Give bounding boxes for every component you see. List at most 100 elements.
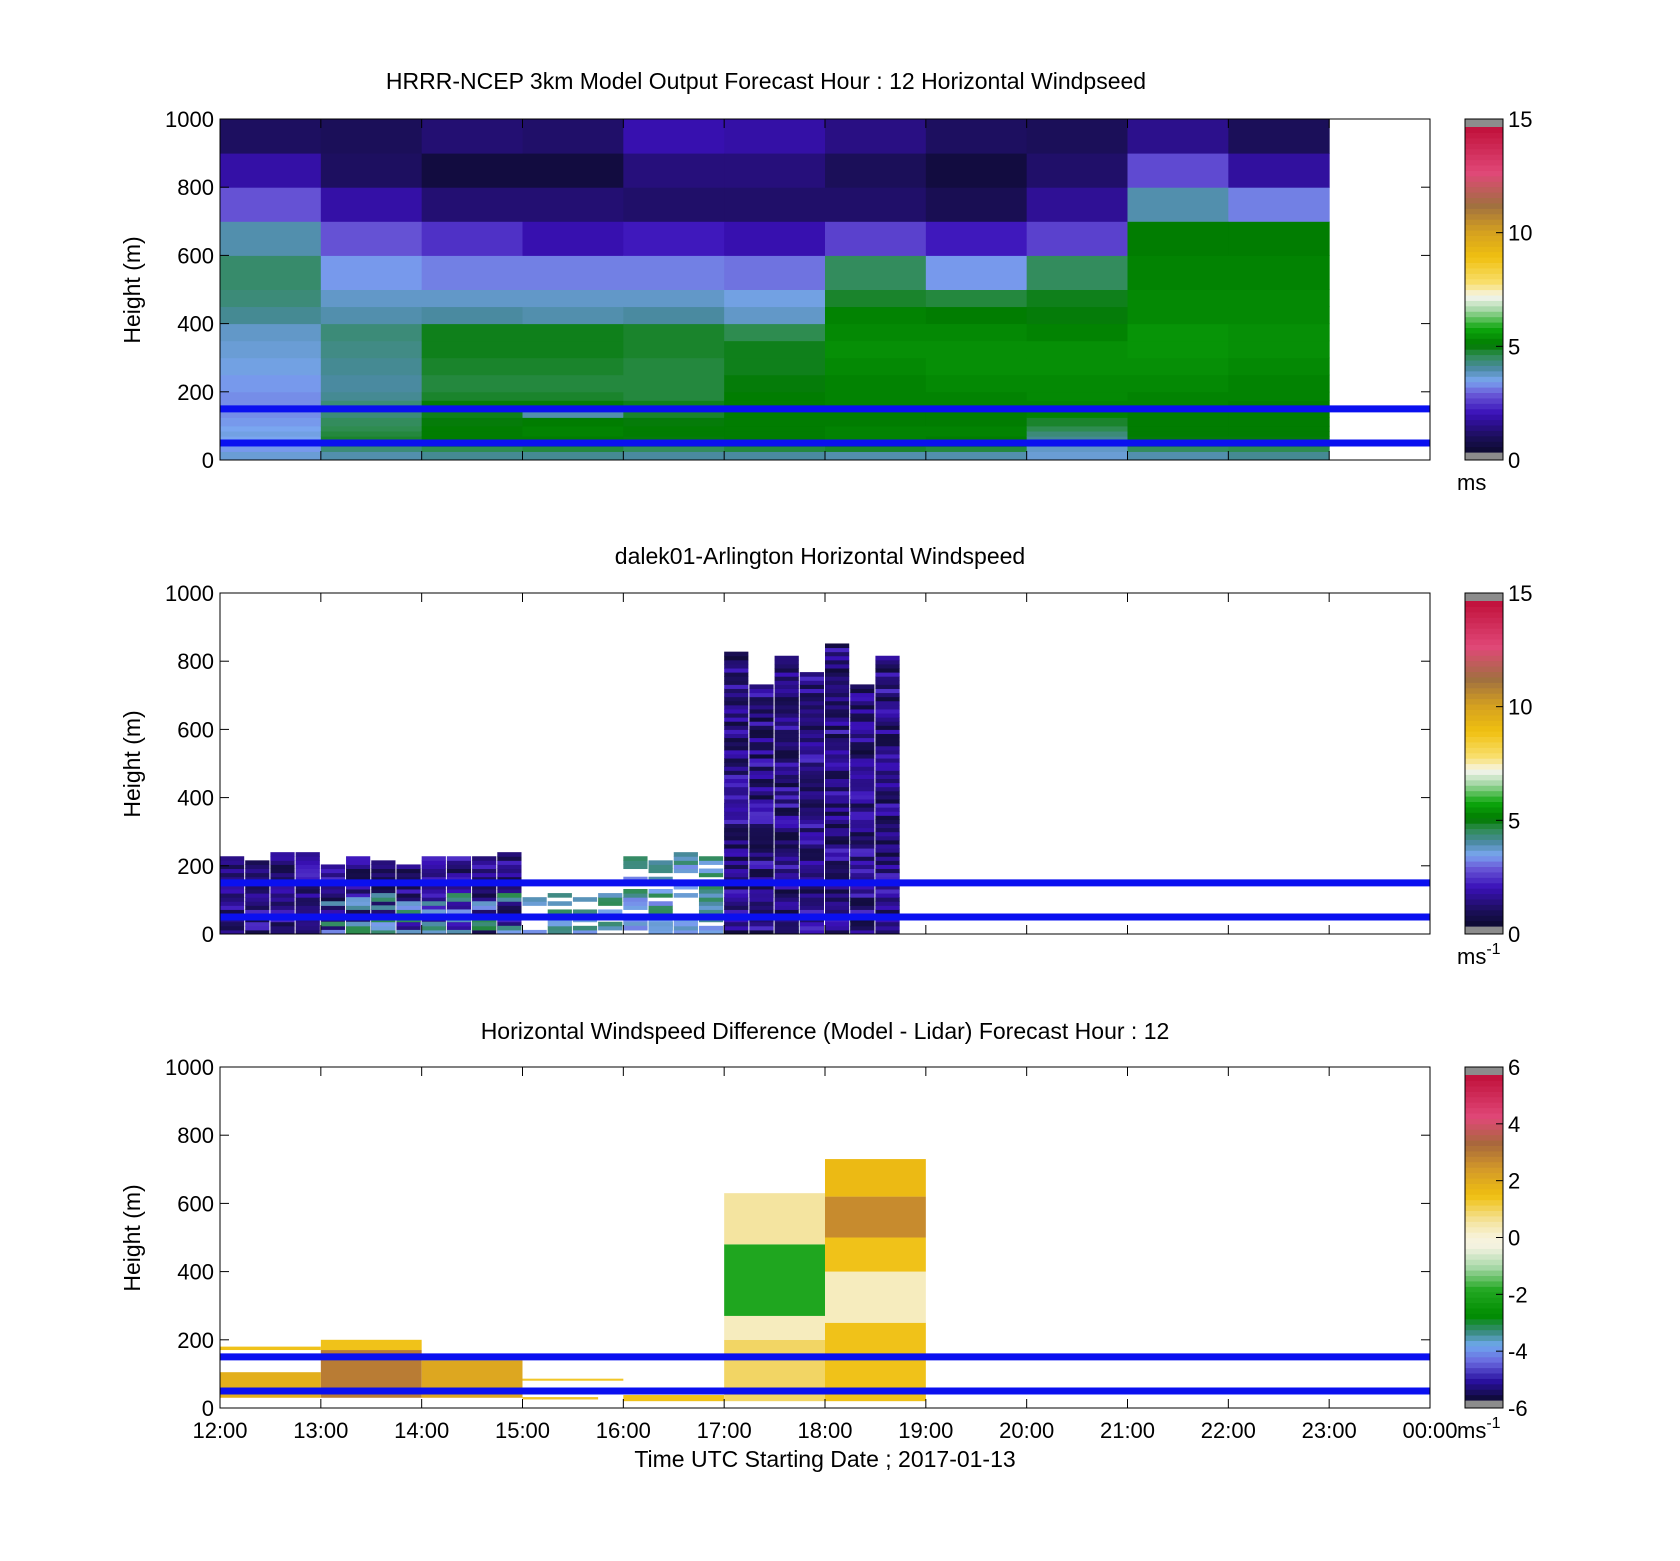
panel-title: HRRR-NCEP 3km Model Output Forecast Hour… — [386, 68, 1146, 94]
heatmap-cell — [825, 425, 927, 432]
colorbar-swatch — [1465, 823, 1503, 830]
heatmap-cell — [749, 843, 774, 849]
heatmap-cell — [875, 884, 900, 890]
heatmap-cell — [421, 289, 523, 308]
heatmap-cell — [724, 737, 749, 743]
heatmap-cell — [799, 864, 824, 870]
heatmap-cell — [1127, 425, 1229, 432]
heatmap-cell — [724, 770, 749, 775]
heatmap-cell — [774, 688, 799, 694]
colorbar-swatch — [1465, 311, 1503, 318]
heatmap-cell — [724, 1315, 825, 1340]
y-tick-label: 200 — [177, 380, 214, 405]
colorbar-swatch — [1465, 1345, 1503, 1352]
heatmap-cell — [270, 872, 295, 878]
heatmap-cell — [346, 884, 371, 890]
colorbar-swatch — [1465, 611, 1503, 618]
heatmap-cell — [220, 446, 322, 452]
heatmap-cell — [446, 860, 472, 865]
heatmap-cell — [1228, 357, 1330, 376]
heatmap-cell — [825, 823, 850, 829]
colorbar-swatch — [1465, 143, 1503, 150]
y-tick-label: 0 — [202, 448, 214, 473]
colorbar-swatch — [1465, 855, 1503, 862]
heatmap-cell — [623, 1395, 725, 1402]
heatmap-cell — [648, 888, 673, 894]
heatmap-cell — [774, 704, 799, 710]
colorbar-swatch — [1465, 601, 1503, 608]
heatmap-cell — [673, 925, 698, 931]
heatmap-cells — [220, 1159, 926, 1402]
heatmap-cell — [875, 668, 900, 673]
heatmap-cell — [799, 852, 824, 857]
heatmap-cell — [1026, 436, 1128, 442]
heatmap-cell — [850, 778, 875, 784]
x-tick-label: 16:00 — [596, 1418, 651, 1443]
heatmap-cell — [421, 856, 446, 861]
heatmap-cell — [522, 323, 624, 342]
colorbar-swatch — [1465, 1091, 1503, 1098]
heatmap-cell — [850, 737, 875, 743]
heatmap-cell — [825, 700, 850, 706]
heatmap-cell — [850, 884, 875, 890]
heatmap-cell — [396, 921, 421, 927]
heatmap-cell — [799, 848, 824, 853]
colorbar-swatch — [1465, 257, 1503, 264]
colorbar-swatch — [1465, 343, 1503, 350]
heatmap-cell — [825, 357, 927, 376]
heatmap-cell — [371, 884, 396, 890]
heatmap-cell — [245, 884, 270, 890]
heatmap-cell — [724, 794, 749, 800]
heatmap-cell — [371, 901, 396, 906]
heatmap-cell — [825, 864, 850, 870]
heatmap-cell — [749, 758, 774, 763]
heatmap-cell — [850, 774, 875, 780]
heatmap-cell — [572, 929, 598, 934]
heatmap-cell — [774, 823, 799, 829]
heatmap-cell — [421, 446, 523, 452]
heatmap-cell — [875, 676, 900, 681]
heatmap-cell — [925, 446, 1028, 452]
heatmap-cell — [623, 446, 725, 452]
heatmap-cell — [497, 897, 522, 902]
heatmap-cell — [875, 713, 900, 718]
heatmap-cell — [421, 408, 523, 418]
heatmap-cell — [497, 868, 522, 874]
heatmap-cell — [421, 909, 446, 915]
heatmap-cell — [1026, 391, 1128, 401]
heatmap-cell — [799, 749, 824, 755]
y-tick-label: 1000 — [165, 1055, 214, 1080]
colorbar-swatch — [1465, 305, 1503, 312]
colorbar-swatch — [1465, 909, 1503, 916]
heatmap-cell — [724, 819, 749, 825]
heatmap-cell — [875, 659, 900, 665]
heatmap-cell — [698, 901, 724, 906]
heatmap-cell — [774, 717, 799, 722]
colorbar-swatch — [1465, 1383, 1503, 1390]
heatmap-cell — [1127, 400, 1229, 410]
heatmap-cell — [371, 921, 396, 927]
heatmap-cell — [749, 737, 774, 743]
heatmap-cell — [799, 692, 824, 698]
heatmap-cell — [421, 864, 446, 870]
heatmap-cell — [749, 929, 774, 934]
heatmap-cell — [825, 340, 927, 359]
heatmap-cell — [749, 790, 774, 796]
heatmap-cell — [421, 306, 523, 325]
heatmap-cell — [850, 839, 875, 845]
colorbar-swatch — [1465, 806, 1503, 813]
heatmap-cell — [825, 659, 850, 665]
heatmap-cell — [396, 868, 421, 874]
heatmap-cell — [925, 289, 1028, 308]
heatmap-cell — [724, 733, 749, 739]
heatmap-cell — [850, 819, 875, 825]
colorbar-swatch — [1465, 235, 1503, 242]
heatmap-cell — [875, 860, 900, 865]
heatmap-cell — [220, 868, 245, 874]
heatmap-cell — [850, 692, 875, 698]
heatmap-cell — [825, 647, 850, 653]
heatmap-cell — [1026, 323, 1128, 342]
heatmap-cell — [346, 921, 371, 927]
heatmap-cell — [774, 884, 799, 890]
heatmap-cell — [320, 893, 346, 898]
